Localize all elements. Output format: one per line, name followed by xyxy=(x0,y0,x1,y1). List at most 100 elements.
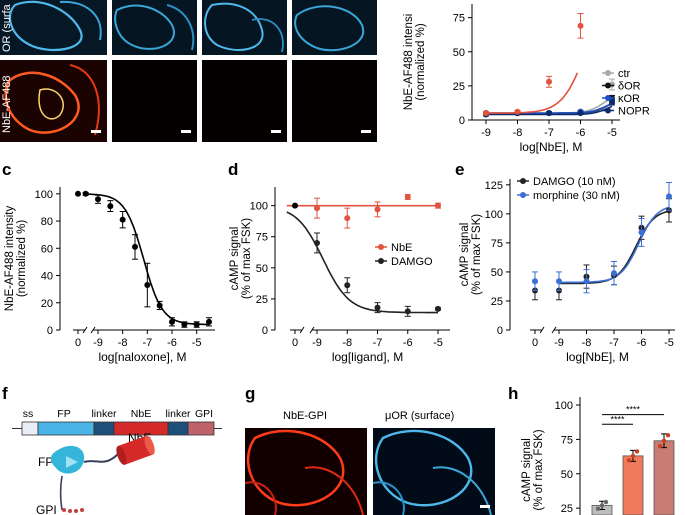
y-tick-label: 25 xyxy=(491,296,503,308)
y-tick-label: 50 xyxy=(561,469,573,481)
replicate-point xyxy=(634,449,640,454)
x-tick-label: -6 xyxy=(167,337,177,349)
x-tick-label: 0 xyxy=(532,337,538,349)
row-label-or-surface: OR (surfa xyxy=(1,4,13,52)
data-point xyxy=(556,278,562,285)
panel-g-label-right: μOR (surface) xyxy=(385,410,455,422)
data-point xyxy=(546,110,552,117)
nbe-cylinder-icon xyxy=(116,435,155,465)
replicate-point xyxy=(630,453,636,459)
construct-segment-label: NbE xyxy=(131,408,151,420)
micro-row1-col2 xyxy=(112,0,197,55)
data-point xyxy=(577,22,584,29)
y-tick-label: 0 xyxy=(459,115,465,127)
legend-marker xyxy=(378,244,384,250)
construct-segment-label: ss xyxy=(23,408,34,420)
cartoon-label-fp: FP xyxy=(38,455,53,469)
legend-marker xyxy=(605,95,611,101)
y-tick-label: 25 xyxy=(561,503,573,515)
data-point xyxy=(107,203,114,210)
fp-chromophore-icon xyxy=(66,456,78,468)
chart-d: 0 25 50 75 100 0 -9 -8 -7 -6 -5 log[ligand], M cAMP … xyxy=(229,187,450,364)
data-point xyxy=(344,215,351,222)
x-axis-label: log[NbE], M xyxy=(566,350,629,364)
data-point xyxy=(95,196,101,203)
x-tick-label: -5 xyxy=(607,127,617,139)
x-axis-label: log[NbE], M xyxy=(520,140,583,154)
data-point xyxy=(666,193,672,200)
y-tick-label: 20 xyxy=(41,298,53,310)
replicate-point xyxy=(626,458,632,463)
panel-letter-c: c xyxy=(2,160,12,179)
construct-segment-label: FP xyxy=(57,408,70,420)
y-axis-label: (% of max FSK) xyxy=(533,429,545,510)
data-point xyxy=(206,318,212,325)
panel-letter-d: d xyxy=(228,160,239,179)
y-axis-label: (% of max FSK) xyxy=(471,214,483,295)
x-tick-label: -5 xyxy=(192,337,202,349)
y-tick-label: 100 xyxy=(35,189,53,201)
x-tick-label: -8 xyxy=(118,337,128,349)
linker-segment-2 xyxy=(167,421,189,436)
micro-row1-col4 xyxy=(292,0,377,55)
legend-label: ctr xyxy=(618,68,631,80)
legend-marker xyxy=(378,258,384,264)
axis-break-mark xyxy=(82,326,88,334)
linker-segment-1 xyxy=(93,421,115,436)
legend-label: δOR xyxy=(618,81,641,93)
y-tick-label: 75 xyxy=(453,13,465,25)
y-tick-label: 0 xyxy=(47,325,53,337)
micro-row2-col1 xyxy=(0,60,107,142)
x-tick-label: -6 xyxy=(576,127,586,139)
y-tick-label: 50 xyxy=(256,263,268,275)
x-tick-label: -8 xyxy=(582,337,592,349)
replicate-point xyxy=(657,444,663,449)
y-axis-label: (% of max FSK) xyxy=(241,218,253,299)
replicate-point xyxy=(599,503,605,508)
legend-label: morphine (30 nM) xyxy=(533,190,620,202)
data-point xyxy=(374,206,381,213)
y-tick-label: 40 xyxy=(41,271,53,283)
micro-nbe-gpi xyxy=(245,428,367,515)
x-tick-label: -5 xyxy=(433,337,443,349)
row-label-nbe-af488: NbE-AF488 xyxy=(1,75,13,133)
construct-segment-label: linker xyxy=(91,408,117,420)
x-tick-label: 0 xyxy=(292,337,298,349)
axis-break-mark xyxy=(299,326,305,334)
y-tick-label: 80 xyxy=(41,216,53,228)
data-point xyxy=(181,321,188,328)
x-tick-label: -6 xyxy=(403,337,413,349)
data-point xyxy=(314,205,320,212)
y-tick-label: 100 xyxy=(485,209,503,221)
data-point xyxy=(638,229,645,236)
legend-label: NbE xyxy=(391,242,412,254)
replicate-point xyxy=(665,433,671,438)
legend-label: NOPR xyxy=(618,106,650,118)
legend-label: DAMGO (10 nM) xyxy=(533,176,616,188)
significance-label: **** xyxy=(626,405,641,415)
x-axis-label: log[naloxone], M xyxy=(98,350,186,364)
data-point-zero xyxy=(292,202,298,209)
x-axis-label: log[ligand], M xyxy=(332,350,403,364)
micro-row2-col3 xyxy=(202,60,287,142)
y-tick-label: 100 xyxy=(555,400,573,412)
data-point xyxy=(435,202,441,209)
y-tick-label: 75 xyxy=(561,434,573,446)
data-point xyxy=(483,110,489,117)
data-point xyxy=(119,216,126,223)
panel-letter-g: g xyxy=(245,384,256,403)
micro-uor-surface xyxy=(373,428,495,515)
data-point xyxy=(82,190,89,197)
y-tick-label: 75 xyxy=(256,232,268,244)
y-tick-label: 60 xyxy=(41,243,53,255)
y-tick-label: 50 xyxy=(453,47,465,59)
x-tick-label: 0 xyxy=(75,337,81,349)
x-tick-label: -9 xyxy=(312,337,322,349)
chart-b: 0 25 50 75 -9 -8 -7 -6 -5 log[NbE], M NbE-AF488 in… xyxy=(403,4,650,154)
y-tick-label: 75 xyxy=(491,238,503,250)
x-tick-label: -7 xyxy=(544,127,554,139)
micro-row1-col3 xyxy=(202,0,287,55)
replicate-point xyxy=(595,506,601,511)
legend-label: κOR xyxy=(618,93,640,105)
